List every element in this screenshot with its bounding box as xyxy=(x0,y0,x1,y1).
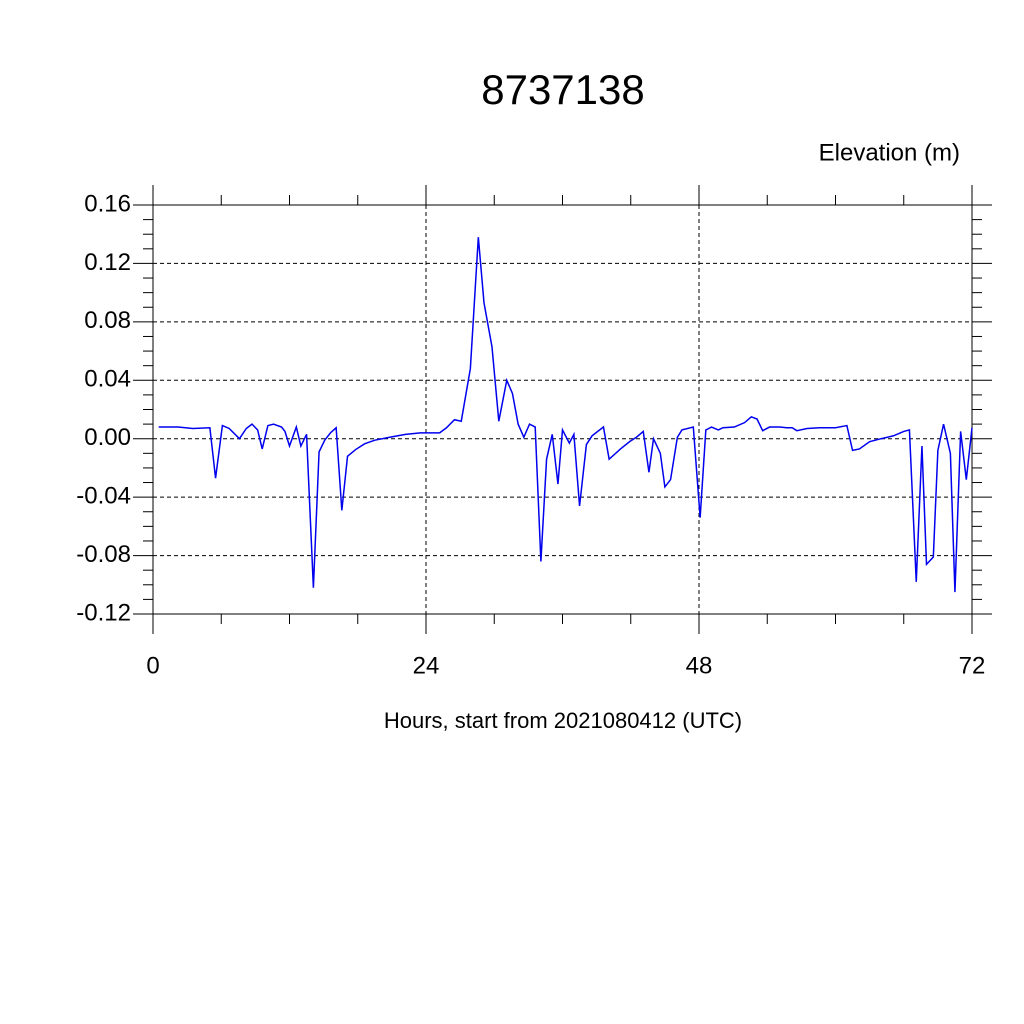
x-tick-label: 0 xyxy=(146,652,159,679)
y-tick-label: 0.04 xyxy=(84,366,131,393)
chart-title: 8737138 xyxy=(481,66,645,113)
x-axis-label: Hours, start from 2021080412 (UTC) xyxy=(384,708,742,733)
x-tick-label: 24 xyxy=(413,652,440,679)
x-tick-label: 72 xyxy=(959,652,986,679)
plot-frame xyxy=(152,204,973,615)
data-line xyxy=(158,237,973,593)
y-tick-label: -0.08 xyxy=(76,541,131,568)
y-axis-label: Elevation (m) xyxy=(819,139,960,166)
y-tick-label: -0.12 xyxy=(76,599,131,626)
y-tick-label: 0.00 xyxy=(84,424,131,451)
y-tick-label: 0.08 xyxy=(84,307,131,334)
y-tick-label: 0.12 xyxy=(84,249,131,276)
y-tick-label: 0.16 xyxy=(84,190,131,217)
x-tick-label: 48 xyxy=(686,652,713,679)
y-tick-label: -0.04 xyxy=(76,482,131,509)
